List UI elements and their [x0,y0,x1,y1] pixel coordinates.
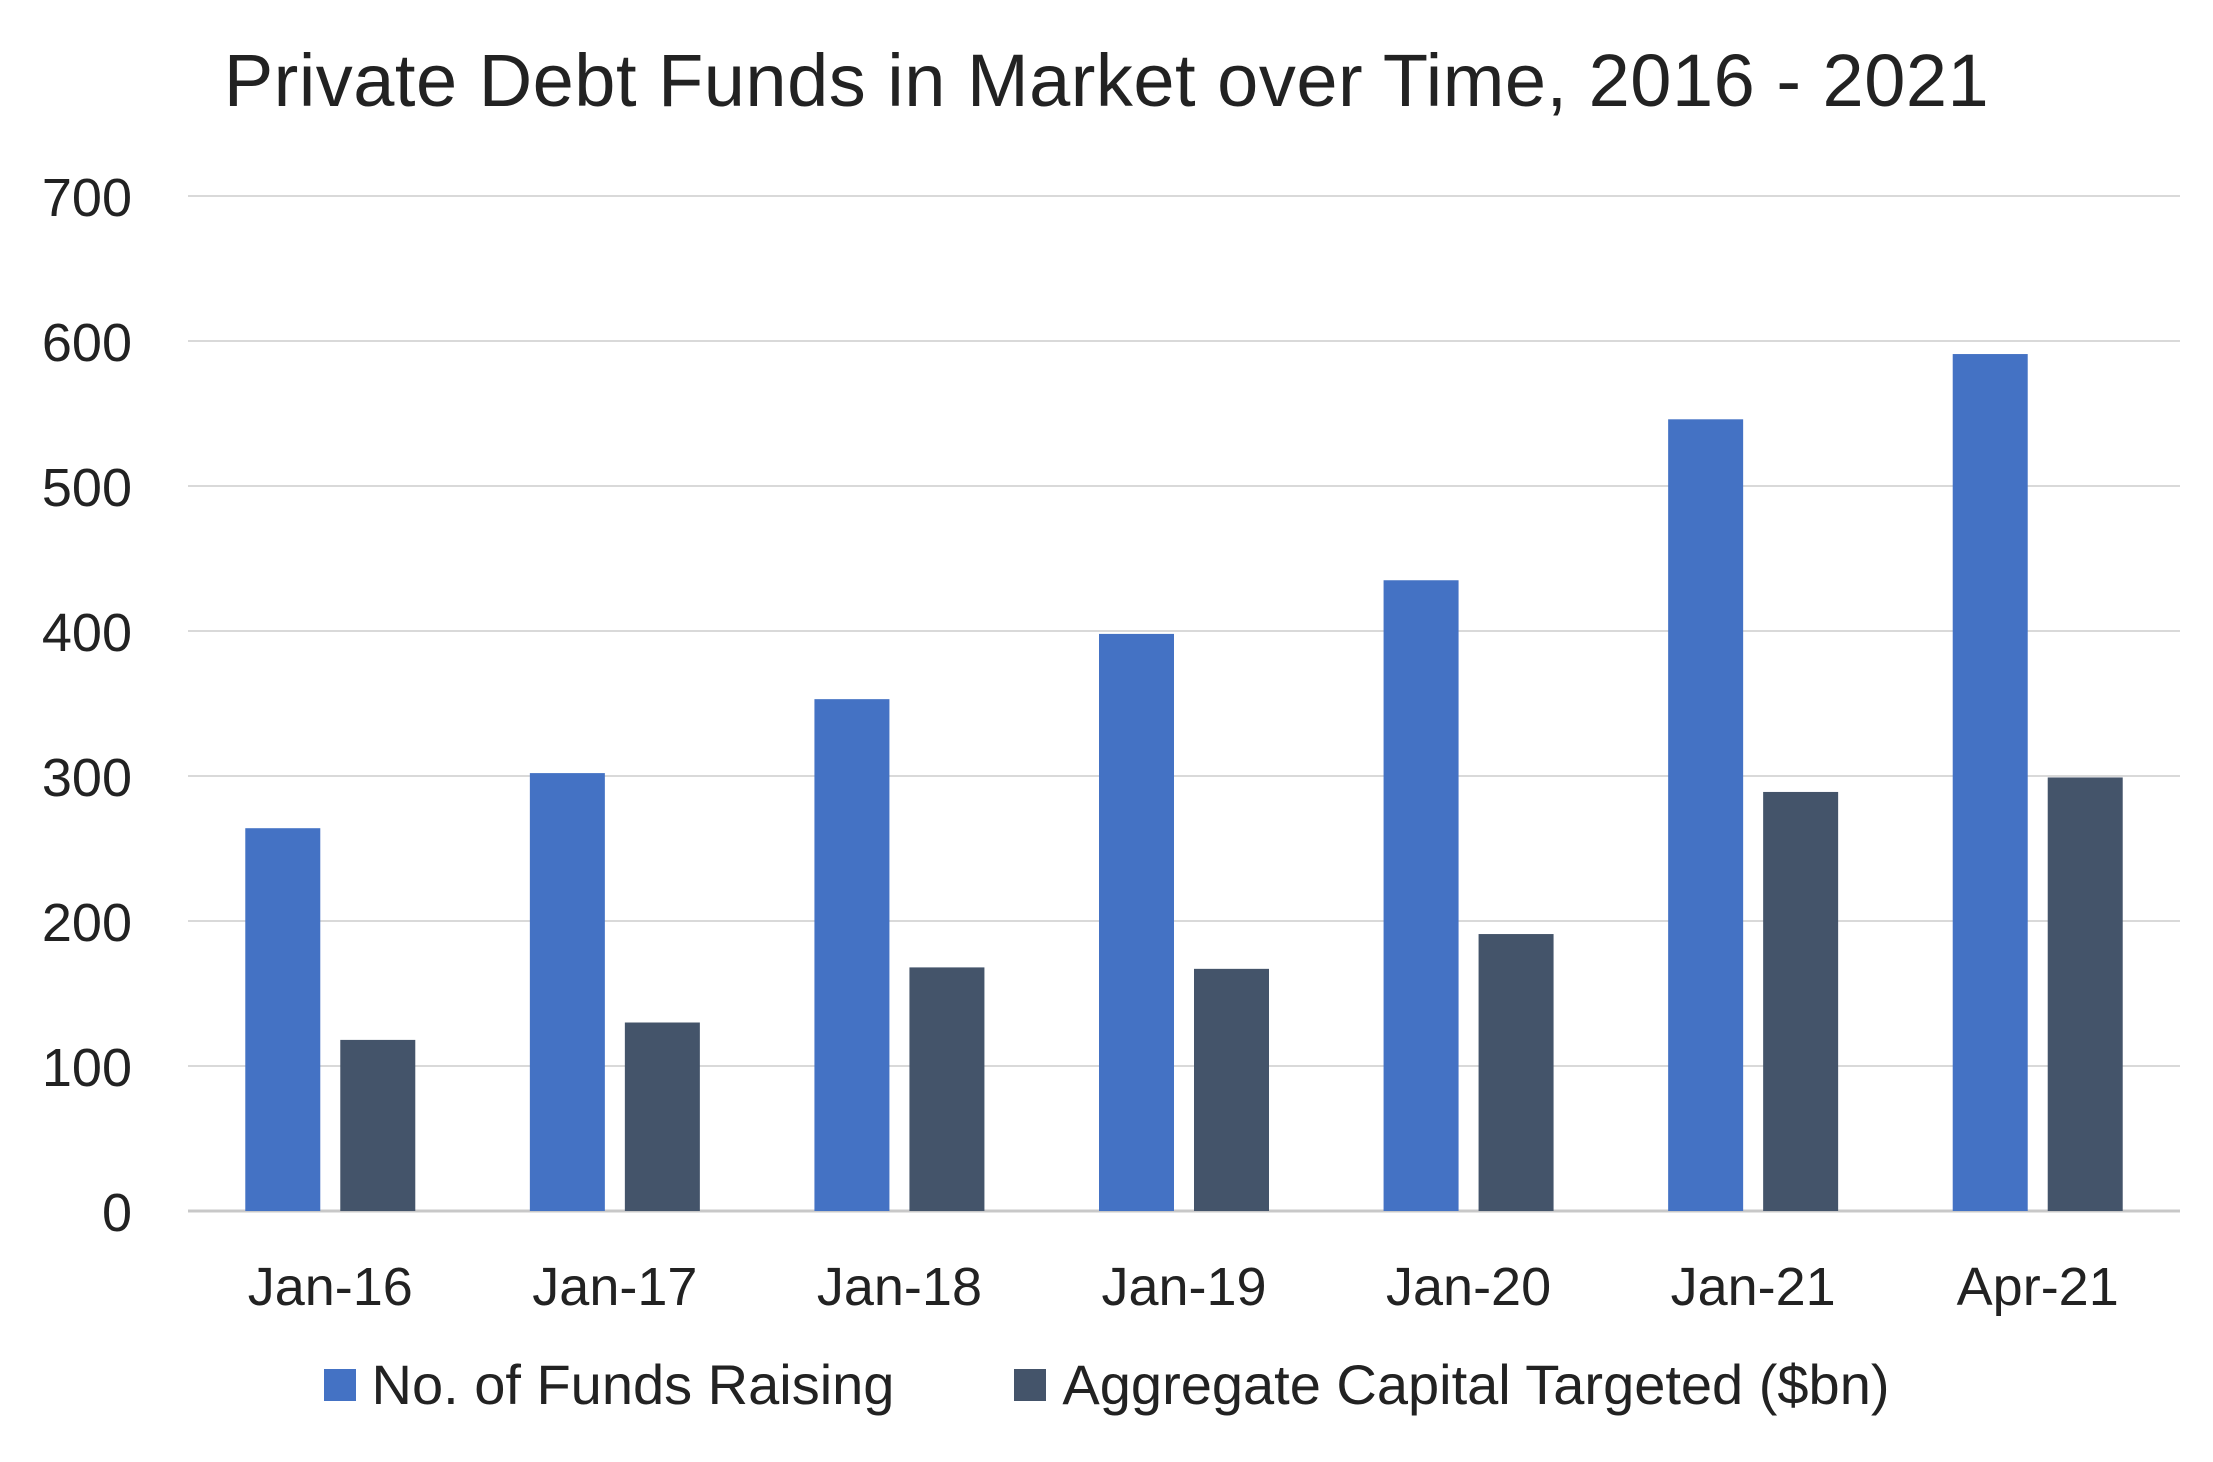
y-tick-label: 200 [42,893,132,953]
x-tick-label: Jan-21 [1671,1257,1836,1317]
chart-title: Private Debt Funds in Market over Time, … [223,39,1990,122]
legend-item-capital-targeted: Aggregate Capital Targeted ($bn) [1014,1352,1890,1417]
x-tick-label: Jan-16 [248,1257,413,1317]
legend-swatch-funds-raising [323,1368,356,1401]
legend-swatch-capital-targeted [1014,1368,1047,1401]
bar-funds-raising-apr-21 [1952,354,2028,1211]
bar-capital-targeted-jan-18 [909,967,985,1211]
x-tick-label: Jan-18 [817,1257,982,1317]
bar-funds-raising-jan-18 [814,699,890,1211]
legend: No. of Funds Raising Aggregate Capital T… [0,1352,2213,1417]
x-tick-label: Jan-20 [1386,1257,1551,1317]
x-tick-label: Apr-21 [1957,1257,2119,1317]
legend-label-funds-raising: No. of Funds Raising [371,1353,895,1416]
bar-capital-targeted-jan-20 [1478,934,1554,1211]
x-tick-label: Jan-19 [1101,1257,1266,1317]
bars [245,354,2123,1211]
y-tick-label: 500 [42,458,132,518]
y-tick-label: 0 [102,1183,132,1243]
bar-funds-raising-jan-17 [529,773,605,1211]
bar-capital-targeted-jan-17 [624,1022,700,1211]
bar-funds-raising-jan-21 [1668,419,1744,1211]
gridlines [188,195,2180,1213]
bar-capital-targeted-jan-19 [1194,968,1269,1211]
bar-funds-raising-jan-16 [245,828,321,1211]
bar-funds-raising-jan-20 [1383,580,1459,1211]
legend-label-capital-targeted: Aggregate Capital Targeted ($bn) [1062,1353,1890,1416]
bar-capital-targeted-apr-21 [2047,777,2123,1211]
bar-capital-targeted-jan-21 [1763,791,1839,1211]
bar-funds-raising-jan-19 [1099,633,1174,1211]
y-tick-label: 700 [42,168,132,228]
y-tick-label: 400 [42,603,132,663]
bar-capital-targeted-jan-16 [340,1039,416,1211]
x-tick-label: Jan-17 [532,1257,697,1317]
y-axis-tick-labels: 0 100 200 300 400 500 600 700 [42,168,132,1243]
y-tick-label: 100 [42,1038,132,1098]
legend-item-funds-raising: No. of Funds Raising [323,1352,895,1417]
y-tick-label: 600 [42,313,132,373]
y-tick-label: 300 [42,748,132,808]
x-axis-tick-labels: Jan-16 Jan-17 Jan-18 Jan-19 Jan-20 Jan-21 Apr-… [248,1257,2119,1317]
